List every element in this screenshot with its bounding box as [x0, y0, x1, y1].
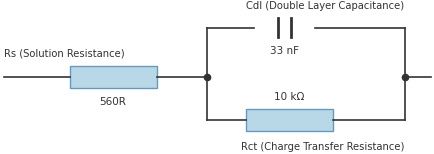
Text: 560R: 560R	[99, 97, 126, 107]
Text: 33 nF: 33 nF	[270, 46, 299, 56]
FancyBboxPatch shape	[69, 66, 156, 88]
FancyBboxPatch shape	[245, 109, 332, 131]
Text: Rct (Charge Transfer Resistance): Rct (Charge Transfer Resistance)	[240, 142, 404, 152]
Text: Rs (Solution Resistance): Rs (Solution Resistance)	[4, 49, 125, 59]
Text: 10 kΩ: 10 kΩ	[273, 92, 304, 102]
Text: Cdl (Double Layer Capacitance): Cdl (Double Layer Capacitance)	[246, 1, 404, 11]
